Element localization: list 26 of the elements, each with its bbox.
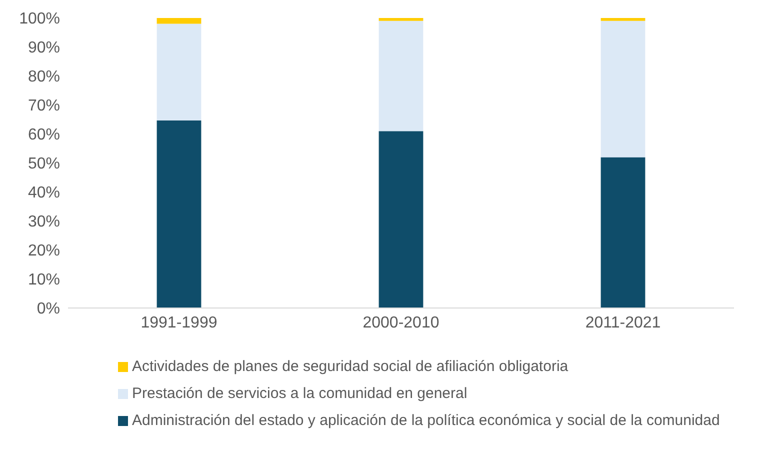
y-tick-label: 30% [28,214,60,231]
y-tick-label: 0% [36,300,60,318]
bar [600,157,646,308]
bar [156,120,202,308]
bar [600,20,646,158]
x-tick-label: 2000-2010 [362,314,440,332]
y-tick-label: 20% [28,242,60,260]
legend-label: Prestación de servicios a la comunidad en general [132,385,468,402]
bar [378,20,424,132]
x-tick-label: 1991-1999 [140,314,218,332]
y-tick-label: 100% [19,10,60,28]
x-tick-label: 2011-2021 [585,314,661,332]
legend-label: Actividades de planes de seguridad social de afiliación obligatoria [132,358,568,375]
y-tick-label: 10% [28,272,60,289]
legend-label: Administración del estado y aplicación de la política económica y social de la comunidad [132,412,720,429]
bar [600,18,646,21]
y-tick-label: 60% [28,126,60,144]
bar [378,131,424,308]
y-tick-label: 80% [28,68,60,86]
bar [156,24,202,120]
y-tick-label: 90% [28,40,60,57]
y-tick-label: 50% [28,156,60,173]
y-tick-label: 70% [28,98,60,115]
bar [378,18,424,21]
y-tick-label: 40% [28,184,60,202]
bar [156,18,202,24]
